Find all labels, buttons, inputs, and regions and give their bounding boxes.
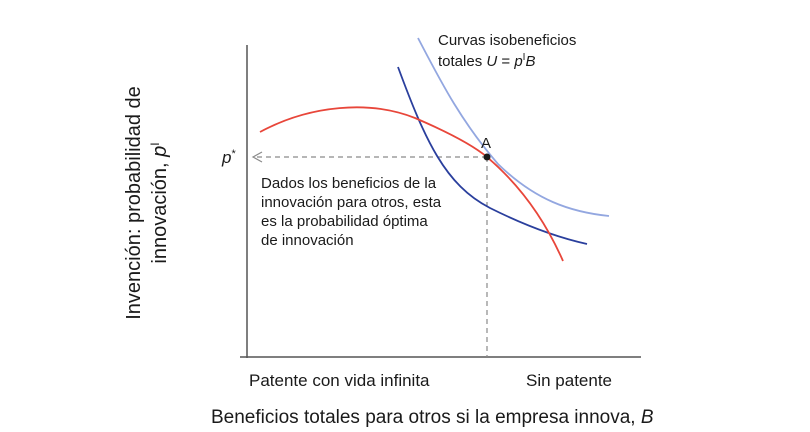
- y-axis-title-line1: Invención: probabilidad de: [123, 86, 145, 320]
- x-tick-no-patent: Sin patente: [526, 371, 612, 390]
- point-a-label: A: [481, 135, 491, 152]
- x-axis-title: Beneficios totales para otros si la empr…: [211, 407, 654, 428]
- point-a: [483, 153, 491, 161]
- light-blue-isoprofit-curve: [417, 37, 610, 217]
- p-star-label: p*: [221, 148, 236, 167]
- x-tick-infinite-patent: Patente con vida infinita: [249, 371, 430, 390]
- annotation-line-1: Dados los beneficios de la: [261, 175, 437, 192]
- isoprofit-label-line1: Curvas isobeneficios: [438, 32, 576, 49]
- y-axis-title: Invención: probabilidad de innovación, p…: [123, 86, 171, 320]
- annotation-line-2: innovación para otros, esta: [261, 194, 442, 211]
- y-axis-title-line2: innovación, pI: [148, 142, 171, 263]
- annotation-line-4: de innovación: [261, 232, 354, 249]
- p-star-guide-arrowhead: [251, 151, 263, 163]
- red-innovation-curve: [259, 106, 564, 262]
- isoprofit-label-line2: totales U = pIB: [438, 52, 535, 70]
- annotation-line-3: es la probabilidad óptima: [261, 213, 428, 230]
